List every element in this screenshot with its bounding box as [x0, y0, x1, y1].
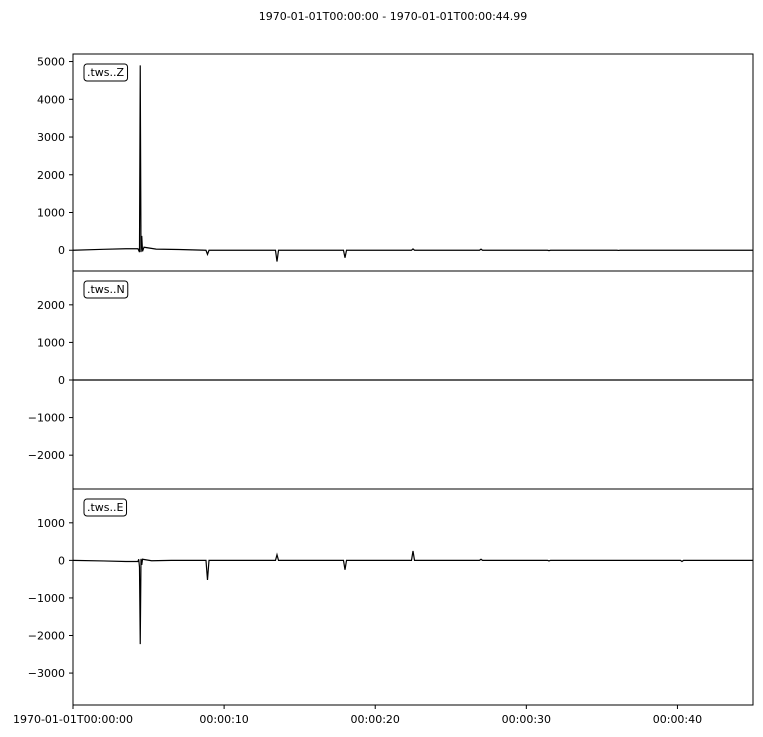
x-tick-label: 00:00:30 — [502, 713, 551, 726]
y-tick-label: 5000 — [37, 56, 65, 69]
trace-label-box-2 — [83, 498, 128, 517]
trace-label-box-0 — [83, 63, 129, 82]
y-tick-label: 2000 — [37, 299, 65, 312]
y-tick-label: 0 — [58, 374, 65, 387]
panel-1: −2000 −1000 0 1000 2000 .tws..N — [28, 270, 754, 490]
trace-panels: 0 1000 2000 3000 4000 5000 .tws..Z −2000 −1000 0 1… — [28, 53, 754, 706]
y-tick-label: −2000 — [28, 630, 65, 643]
trace-line-0 — [72, 65, 753, 262]
y-tick-label: −1000 — [28, 592, 65, 605]
trace-label-0: .tws..Z — [87, 66, 125, 79]
x-tick-label: 00:00:40 — [653, 713, 702, 726]
y-tick-label: 0 — [58, 244, 65, 257]
panel-0: 0 1000 2000 3000 4000 5000 .tws..Z — [37, 53, 754, 272]
y-tick-label: 4000 — [37, 93, 65, 106]
x-tick-label: 00:00:20 — [351, 713, 400, 726]
time-axis: 1970-01-01T00:00:00 00:00:10 00:00:20 00:00… — [13, 705, 702, 726]
y-tick-label: 3000 — [37, 131, 65, 144]
figure-title: 1970-01-01T00:00:00 - 1970-01-01T00:00:4… — [259, 10, 528, 23]
trace-label-1: .tws..N — [87, 283, 125, 296]
y-tick-label: −3000 — [28, 667, 65, 680]
y-tick-label: 1000 — [37, 517, 65, 530]
y-tick-label: 2000 — [37, 169, 65, 182]
x-tick-label: 00:00:10 — [199, 713, 248, 726]
x-tick-label: 1970-01-01T00:00:00 — [13, 713, 133, 726]
y-tick-label: −1000 — [28, 412, 65, 425]
y-tick-label: 0 — [58, 554, 65, 567]
trace-line-2 — [72, 550, 753, 645]
y-tick-label: −2000 — [28, 449, 65, 462]
panel-2: −3000 −2000 −1000 0 1000 .tws..E — [28, 488, 754, 706]
y-tick-label: 1000 — [37, 336, 65, 349]
trace-label-box-1 — [83, 280, 129, 299]
panel-frame-0 — [72, 53, 754, 272]
panel-frame-2 — [72, 488, 754, 706]
y-tick-label: 1000 — [37, 207, 65, 220]
trace-label-2: .tws..E — [87, 501, 124, 514]
